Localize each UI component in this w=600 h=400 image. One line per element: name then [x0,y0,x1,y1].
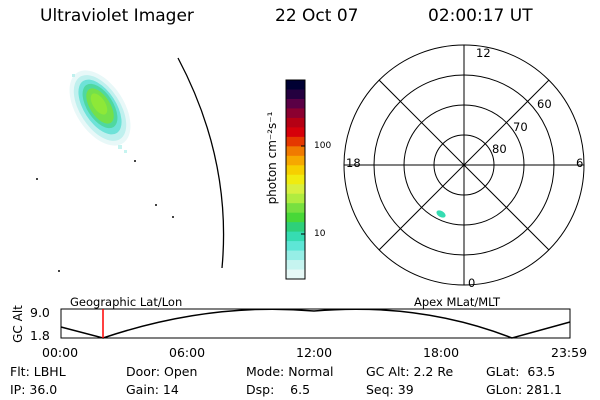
colorbar-outline [285,79,306,280]
time-tick-0600: 06:00 [169,345,206,360]
mlt-label-18: 18 [346,156,361,170]
colorbar-segment [286,260,305,271]
colorbar-segment [286,117,305,128]
colorbar-segment [286,193,305,204]
sequence-readout: Seq: 39 [366,382,414,397]
ip-readout: IP: 36.0 [10,382,58,397]
colorbar-segment [286,269,305,280]
colorbar-segment [286,108,305,119]
colorbar-segment [286,212,305,223]
orbit-altitude-panel [60,308,571,339]
instrument-title: Ultraviolet Imager [40,6,194,26]
colorbar-segment [286,222,305,233]
colorbar-segment [286,136,305,147]
time-tick-0000: 00:00 [42,345,79,360]
mode-readout: Mode: Normal [246,364,334,379]
colorbar-segment [286,80,305,90]
gc-alt-tick-min: 1.8 [30,328,50,343]
colorbar-segment [286,127,305,138]
door-readout: Door: Open [126,364,198,379]
gc-alt-readout: GC Alt: 2.2 Re [366,364,454,379]
colorbar-segment [286,174,305,185]
colorbar-segment [286,165,305,176]
mlt-label-12: 12 [476,46,491,60]
gain-readout: Gain: 14 [126,382,179,397]
mlat-label-70: 70 [513,120,528,134]
filter-readout: Flt: LBHL [10,364,66,379]
observation-date: 22 Oct 07 [275,6,359,26]
mlt-label-6: 6 [576,156,584,170]
time-tick-1200: 12:00 [296,345,333,360]
gc-alt-axis-label: GC Alt [11,305,25,343]
time-tick-2359: 23:59 [551,345,588,360]
gc-alt-tick-max: 9.0 [30,305,50,320]
altitude-curve [60,308,571,339]
mlat-label-80: 80 [492,142,507,156]
apex-mlat-mlt-caption: Apex MLat/MLT [414,295,501,309]
colorbar-tick-10: 10 [314,229,326,239]
polar-mlt-plot [343,44,585,286]
colorbar-segment [286,241,305,252]
dsp-readout: Dsp: 6.5 [246,382,311,397]
colorbar-segment [286,203,305,214]
colorbar-segment [286,146,305,157]
colorbar-segment [286,155,305,166]
observation-time: 02:00:17 UT [428,6,533,26]
earth-limb-arc [177,57,225,269]
colorbar-segment [286,89,305,100]
polar-aurora-spot [436,210,446,218]
colorbar [285,79,306,280]
colorbar-tick-100: 100 [314,141,332,151]
colorbar-unit-label: photon cm⁻²s⁻¹ [265,111,279,205]
glat-readout: GLat: 63.5 [486,364,556,379]
mlt-label-0: 0 [468,276,476,290]
aurora-blob [69,70,131,153]
time-tick-1800: 18:00 [423,345,460,360]
colorbar-segment [286,98,305,109]
colorbar-segment [286,250,305,261]
colorbar-segment [286,231,305,242]
glon-readout: GLon: 281.1 [486,382,562,397]
geographic-latlon-caption: Geographic Lat/Lon [70,295,183,309]
geographic-image-panel [36,57,225,272]
colorbar-segment [286,184,305,195]
mlat-label-60: 60 [537,97,552,111]
